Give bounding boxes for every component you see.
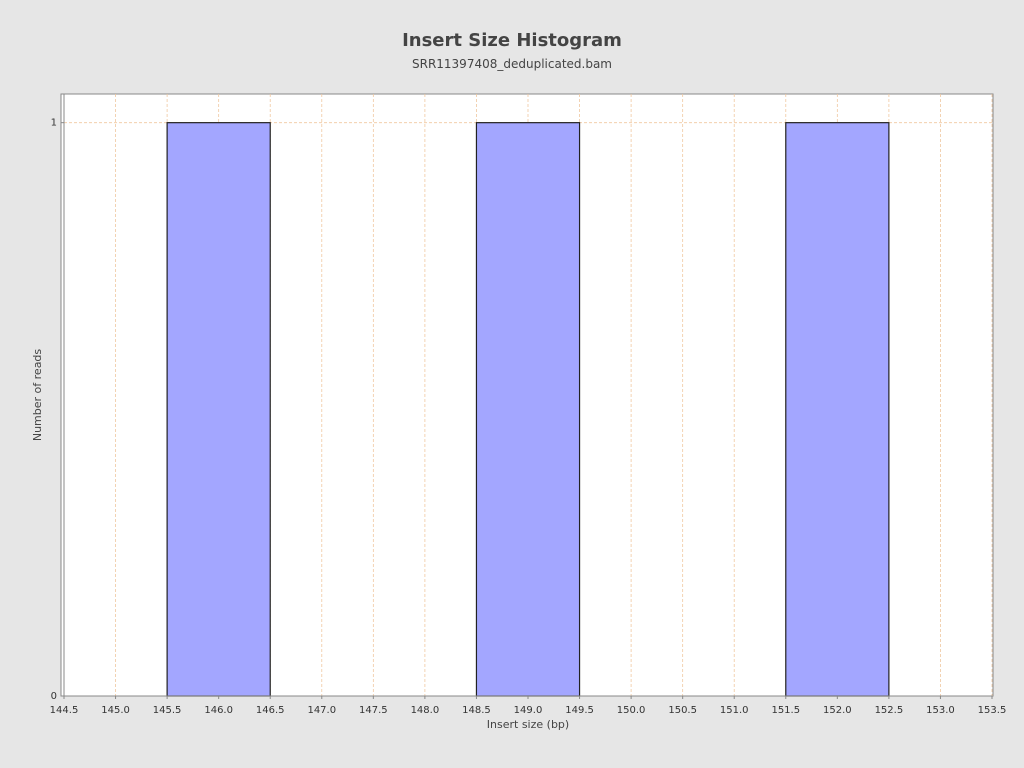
y-tick-label: 1 (51, 118, 57, 129)
x-tick-label: 150.5 (668, 705, 697, 716)
x-tick-label: 153.5 (978, 705, 1007, 716)
x-tick-label: 152.0 (823, 705, 852, 716)
x-axis-title: Insert size (bp) (487, 718, 569, 731)
x-tick-label: 145.5 (153, 705, 182, 716)
x-tick-label: 153.0 (926, 705, 955, 716)
x-tick-label: 147.5 (359, 705, 388, 716)
x-tick-label: 152.5 (875, 705, 904, 716)
histogram-bar (785, 122, 890, 697)
chart-title: Insert Size Histogram (402, 30, 622, 51)
x-tick-label: 151.5 (771, 705, 800, 716)
x-tick-label: 147.0 (307, 705, 336, 716)
x-tick-label: 151.0 (720, 705, 749, 716)
y-tick-label: 0 (51, 691, 57, 702)
x-axis-ticks: 144.5 145.0 145.5 146.0 146.5 147.0 147.5 148.0… (50, 696, 1007, 716)
x-tick-label: 145.0 (101, 705, 130, 716)
x-tick-label: 148.5 (462, 705, 491, 716)
x-tick-label: 146.5 (256, 705, 285, 716)
x-tick-label: 149.0 (514, 705, 543, 716)
histogram-bar (475, 122, 581, 697)
x-tick-label: 146.0 (204, 705, 233, 716)
y-axis-title: Number of reads (31, 349, 44, 442)
x-tick-label: 149.5 (565, 705, 594, 716)
chart-subtitle: SRR11397408_deduplicated.bam (411, 57, 612, 71)
y-axis-ticks: 01 (51, 118, 64, 702)
x-tick-label: 144.5 (50, 705, 79, 716)
x-tick-label: 148.0 (411, 705, 440, 716)
histogram-bar (166, 122, 271, 697)
bars (166, 122, 890, 697)
x-tick-label: 150.0 (617, 705, 646, 716)
